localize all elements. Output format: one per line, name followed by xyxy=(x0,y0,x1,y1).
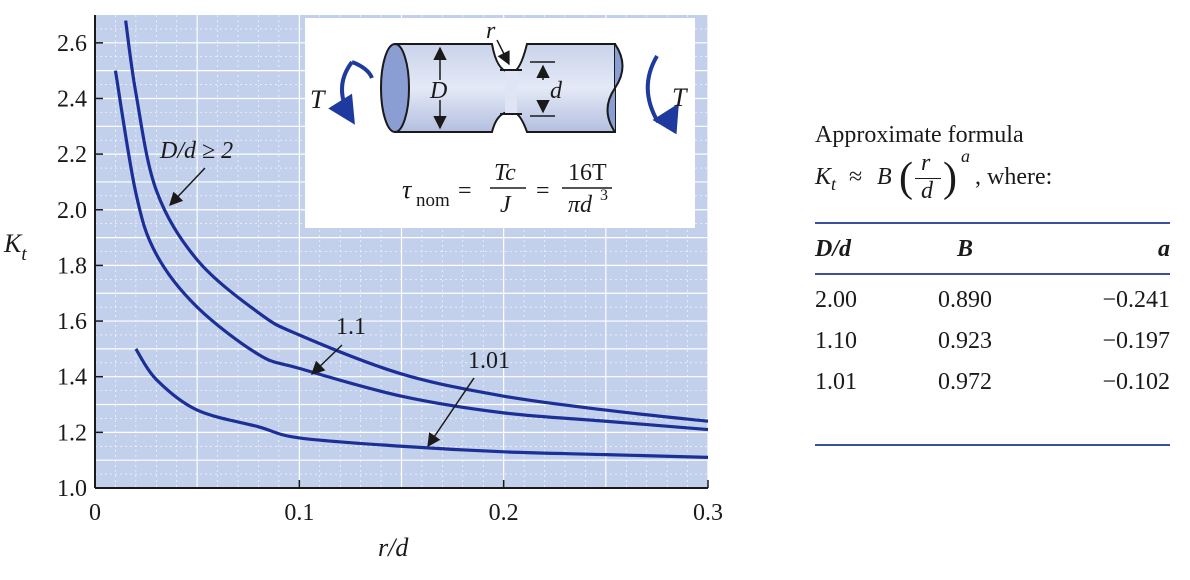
header-b: B xyxy=(956,236,973,262)
approximate-formula: Approximate formula K t ≈ B ( r d ) a , … xyxy=(815,120,1175,216)
axis-ticks: 0 0.1 0.2 0.3 1.0 1.2 1.4 1.6 1.8 2.0 2.2 2.4 2.6 xyxy=(57,31,723,526)
svg-text:Tc: Tc xyxy=(494,160,516,186)
y-axis-title-sub: t xyxy=(21,244,27,265)
x-tick-label: 0.2 xyxy=(489,500,519,526)
label-dd-ge-2: D/d ≥ 2 xyxy=(159,138,233,164)
svg-text:πd: πd xyxy=(568,192,593,218)
torque-left-arrow xyxy=(328,60,355,125)
x-tick-label: 0.3 xyxy=(693,500,723,526)
x-tick-label: 0.1 xyxy=(284,500,314,526)
shaft-right-section xyxy=(511,43,616,133)
torque-right-label: T xyxy=(672,83,688,112)
cell-a: −0.241 xyxy=(1102,287,1170,313)
svg-text:nom: nom xyxy=(416,190,450,211)
torque-left-label: T xyxy=(310,85,326,114)
series-line-2 xyxy=(134,347,709,459)
series-line-0 xyxy=(124,20,709,423)
shaft-right-end xyxy=(606,43,624,133)
svg-text:=: = xyxy=(536,178,550,204)
header-a: a xyxy=(1158,236,1170,262)
cell-dd: 2.00 xyxy=(815,287,857,313)
svg-text:3: 3 xyxy=(600,187,608,204)
label-d: d xyxy=(550,78,563,104)
series-curves xyxy=(113,20,709,459)
shaft-diagram: D d r T T τ nom = Tc J = 16T πd 3 xyxy=(305,18,695,228)
formula-title: Approximate formula xyxy=(815,122,1024,148)
y-tick-label: 2.4 xyxy=(57,86,87,112)
svg-text:16T: 16T xyxy=(568,160,607,186)
x-tick-label: 0 xyxy=(89,500,101,526)
table-header-row: D/d B a xyxy=(815,223,1170,274)
y-tick-label: 2.0 xyxy=(57,198,87,224)
x-axis-title: r/d xyxy=(378,533,409,562)
y-axis-title-main: K xyxy=(3,229,23,258)
y-tick-label: 1.0 xyxy=(57,476,87,502)
y-tick-label: 1.8 xyxy=(57,253,87,279)
cell-b: 0.972 xyxy=(938,369,992,395)
header-dd: D/d xyxy=(815,236,851,262)
cell-dd: 1.01 xyxy=(815,369,857,395)
y-tick-label: 2.6 xyxy=(57,31,87,57)
shaft-neck xyxy=(505,70,517,114)
formula-expression: K t ≈ B ( r d ) a , where: xyxy=(815,146,1053,204)
cell-a: −0.102 xyxy=(1102,369,1170,395)
table-row: 1.01 0.972 −0.102 xyxy=(815,363,1170,404)
svg-text:J: J xyxy=(500,192,512,218)
y-tick-label: 1.4 xyxy=(57,365,87,391)
shaft-left-section xyxy=(394,43,511,133)
label-1-1: 1.1 xyxy=(336,314,366,340)
y-axis-title: Kt xyxy=(3,229,27,265)
cell-dd: 1.10 xyxy=(815,328,857,354)
label-r: r xyxy=(486,18,496,44)
table-row: 1.10 0.923 −0.197 xyxy=(815,322,1170,363)
cell-b: 0.890 xyxy=(938,287,992,313)
shaft-left-end xyxy=(380,43,410,133)
coefficient-table: D/d B a 2.00 0.890 −0.241 1.10 0.923 −0.… xyxy=(815,222,1170,404)
svg-text:τ: τ xyxy=(402,175,413,204)
table-bottom-rule xyxy=(815,444,1170,446)
y-tick-label: 1.6 xyxy=(57,309,87,335)
stress-concentration-chart: D d r T T τ nom = Tc J = 16T πd 3 xyxy=(3,15,723,562)
cell-b: 0.923 xyxy=(938,328,992,354)
svg-text:=: = xyxy=(458,178,472,204)
label-D: D xyxy=(429,78,447,104)
table-row: 2.00 0.890 −0.241 xyxy=(815,274,1170,322)
series-line-1 xyxy=(113,70,709,432)
label-1-01: 1.01 xyxy=(468,348,510,374)
nominal-stress-formula: τ nom = Tc J = 16T πd 3 xyxy=(402,160,612,218)
y-tick-label: 2.2 xyxy=(57,142,87,168)
cell-a: −0.197 xyxy=(1102,328,1170,354)
y-tick-label: 1.2 xyxy=(57,420,87,446)
